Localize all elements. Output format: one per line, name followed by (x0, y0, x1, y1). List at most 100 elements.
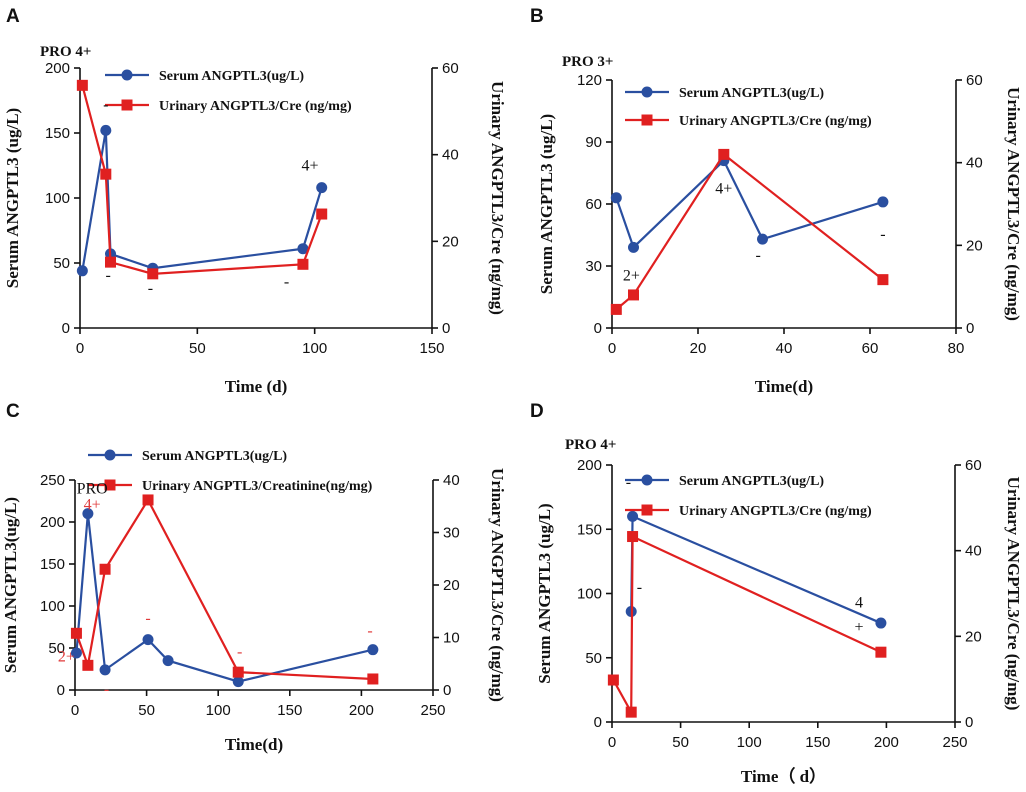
legend-serum-label: Serum ANGPTL3(ug/L) (159, 69, 304, 84)
panel-b: B 0 30 60 90 120 0 20 40 60 0 20 40 60 80 Time(d) Serum… (530, 6, 1023, 396)
urinary-point (625, 706, 637, 718)
left-y-tick-label: 150 (45, 125, 70, 142)
legend-serum-label: Serum ANGPTL3(ug/L) (142, 449, 287, 464)
left-y-axis-title: Serum ANGPTL3(ug/L) (1, 497, 20, 673)
legend-serum-marker (121, 69, 133, 81)
x-tick-label: 150 (805, 734, 830, 751)
serum-series-line (630, 514, 882, 625)
serum-point (162, 655, 174, 667)
x-tick-label: 0 (71, 702, 79, 719)
legend-urinary-marker (641, 114, 653, 126)
x-tick-label: 150 (419, 340, 444, 357)
legend-urinary-label: Urinary ANGPTL3/Cre (ng/mg) (679, 114, 872, 129)
panel-a: A 0 50 100 150 200 0 20 40 60 0 50 100 150 Time (d) Se… (3, 6, 507, 396)
urinary-point (628, 289, 639, 301)
urinary-point (70, 627, 82, 639)
left-y-tick-label: 0 (594, 714, 602, 731)
left-y-tick-label: 200 (40, 514, 65, 531)
right-y-axis-title: Urinary ANGPTL3/Cre (ng/mg) (1004, 477, 1023, 711)
serum-point (82, 508, 94, 520)
legend-serum-label: Serum ANGPTL3(ug/L) (679, 474, 824, 489)
right-y-tick-label: 0 (966, 320, 974, 337)
serum-point (610, 192, 622, 204)
proteinuria-annotation: - (626, 474, 631, 491)
right-y-axis-title: Urinary ANGPTL3/Cre (ng/mg) (488, 81, 507, 315)
right-y-tick-label: 0 (442, 320, 450, 337)
right-y-tick-label: 40 (965, 543, 982, 560)
panel-b-letter: B (530, 6, 544, 27)
left-y-tick-label: 100 (577, 586, 602, 603)
x-tick-label: 200 (874, 734, 899, 751)
left-y-tick-label: 100 (45, 190, 70, 207)
urinary-series-line (615, 152, 884, 311)
serum-point (316, 182, 328, 194)
left-y-tick-label: 200 (45, 60, 70, 77)
x-tick-label: 100 (206, 702, 231, 719)
left-y-tick-label: 120 (577, 72, 602, 89)
left-y-tick-label: 50 (53, 255, 70, 272)
panel-d-letter: D (530, 401, 544, 422)
left-y-tick-label: 50 (48, 640, 65, 657)
urinary-point (147, 268, 159, 280)
left-y-axis-title: Serum ANGPTL3 (ug/L) (535, 503, 554, 683)
x-tick-label: 60 (862, 340, 879, 357)
proteinuria-annotation: + (854, 619, 863, 636)
urinary-series-line (75, 497, 373, 681)
urinary-point (367, 673, 379, 685)
x-tick-label: 250 (420, 702, 445, 719)
x-tick-label: 100 (737, 734, 762, 751)
left-y-tick-label: 0 (62, 320, 70, 337)
panel-a-letter: A (6, 6, 20, 27)
x-axis-title: Time(d) (755, 377, 813, 396)
serum-point (297, 243, 309, 255)
right-y-tick-label: 20 (443, 577, 460, 594)
right-y-axis-title: Urinary ANGPTL3/Cre (ng/mg) (488, 468, 507, 702)
urinary-point (105, 256, 117, 268)
proteinuria-annotation: 4+ (715, 181, 732, 198)
x-axis-title: Time（ d） (741, 766, 826, 786)
right-y-tick-label: 30 (443, 525, 460, 542)
x-tick-label: 20 (690, 340, 707, 357)
urinary-point (232, 666, 244, 678)
x-tick-label: 250 (942, 734, 967, 751)
right-y-tick-label: 60 (965, 457, 982, 474)
serum-point (100, 124, 112, 136)
legend-urinary-marker (641, 504, 653, 516)
proteinuria-annotation: - (103, 97, 108, 114)
panel-c: C 0 50 100 150 200 250 0 10 20 30 40 0 50 100 150 200 25… (1, 401, 507, 754)
x-tick-label: 150 (277, 702, 302, 719)
serum-point (628, 241, 639, 253)
serum-point (627, 510, 639, 522)
left-y-tick-label: 0 (594, 320, 602, 337)
urinary-point (607, 674, 619, 686)
serum-point (877, 196, 889, 208)
legend-urinary-label: Urinary ANGPTL3/Creatinine(ng/mg) (142, 479, 373, 494)
urinary-series-line (612, 534, 882, 717)
left-y-axis-title: Serum ANGPTL3 (ug/L) (537, 114, 556, 294)
proteinuria-annotation: 2+ (623, 267, 640, 284)
urinary-point (718, 148, 730, 160)
x-tick-label: 50 (138, 702, 155, 719)
left-y-tick-label: 60 (585, 196, 602, 213)
serum-point (142, 634, 154, 646)
right-y-tick-label: 0 (965, 714, 973, 731)
left-y-tick-label: 100 (40, 598, 65, 615)
left-y-tick-label: 150 (40, 556, 65, 573)
legend-urinary-marker (104, 479, 116, 491)
right-y-tick-label: 60 (442, 60, 459, 77)
proteinuria-annotation: 2+ (58, 648, 75, 665)
right-y-tick-label: 20 (442, 233, 459, 250)
proteinuria-annotation: PRO (77, 480, 108, 497)
urinary-series-line (81, 85, 323, 275)
legend-serum-marker (641, 86, 653, 98)
serum-series-line (81, 130, 323, 271)
right-y-tick-label: 10 (443, 630, 460, 647)
right-y-tick-label: 0 (443, 682, 451, 699)
x-tick-label: 50 (672, 734, 689, 751)
serum-point (367, 644, 379, 656)
x-tick-label: 100 (302, 340, 327, 357)
urinary-point (142, 494, 154, 506)
proteinuria-annotation: - (237, 643, 242, 660)
right-y-tick-label: 20 (965, 628, 982, 645)
urinary-point (877, 274, 889, 286)
